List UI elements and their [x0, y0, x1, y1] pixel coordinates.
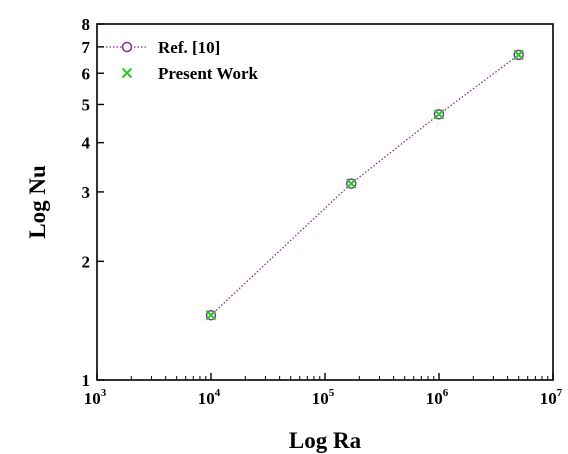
- data-point-x: [205, 310, 217, 321]
- series-line: [210, 54, 520, 316]
- data-point-circle: [513, 49, 524, 61]
- y-tick-label: 2: [82, 252, 91, 271]
- data-point-circle: [433, 109, 445, 120]
- data-point-x: [433, 109, 445, 120]
- data-point-circle: [205, 309, 217, 321]
- x-tick-label: 105: [312, 387, 335, 408]
- y-tick-label: 8: [82, 15, 91, 34]
- data-point-circle: [346, 178, 357, 189]
- legend-item: Present Work: [121, 64, 258, 83]
- x-tick-label: 104: [198, 387, 221, 408]
- legend: Ref. [10] Present Work: [106, 38, 258, 83]
- y-axis-label: Log Nu: [25, 165, 50, 239]
- x-tick-label: 106: [426, 387, 449, 408]
- y-tick-label: 4: [82, 134, 91, 153]
- y-tick-label: 3: [82, 183, 91, 202]
- tick-labels: 103 104 105 106 107 1 2 3 4 5 6 7 8: [82, 15, 563, 408]
- legend-label: Ref. [10]: [158, 38, 220, 57]
- x-axis-label: Log Ra: [289, 428, 362, 453]
- series-2: [205, 49, 524, 321]
- data-point-x: [513, 49, 524, 61]
- legend-marker-circle: [121, 41, 133, 53]
- y-tick-label: 5: [82, 95, 91, 114]
- data-point-x: [346, 178, 357, 189]
- x-tick-label: 107: [540, 387, 563, 408]
- y-tick-label: 1: [82, 371, 91, 390]
- legend-label: Present Work: [158, 64, 258, 83]
- legend-marker-x: [121, 67, 133, 79]
- x-tick-label: 103: [84, 387, 107, 408]
- series-layer: [205, 49, 524, 321]
- y-tick-label: 7: [82, 38, 91, 57]
- series-1: [205, 49, 524, 321]
- legend-item: Ref. [10]: [106, 38, 220, 57]
- plot-area-frame: [96, 23, 554, 381]
- y-tick-label: 6: [82, 64, 91, 83]
